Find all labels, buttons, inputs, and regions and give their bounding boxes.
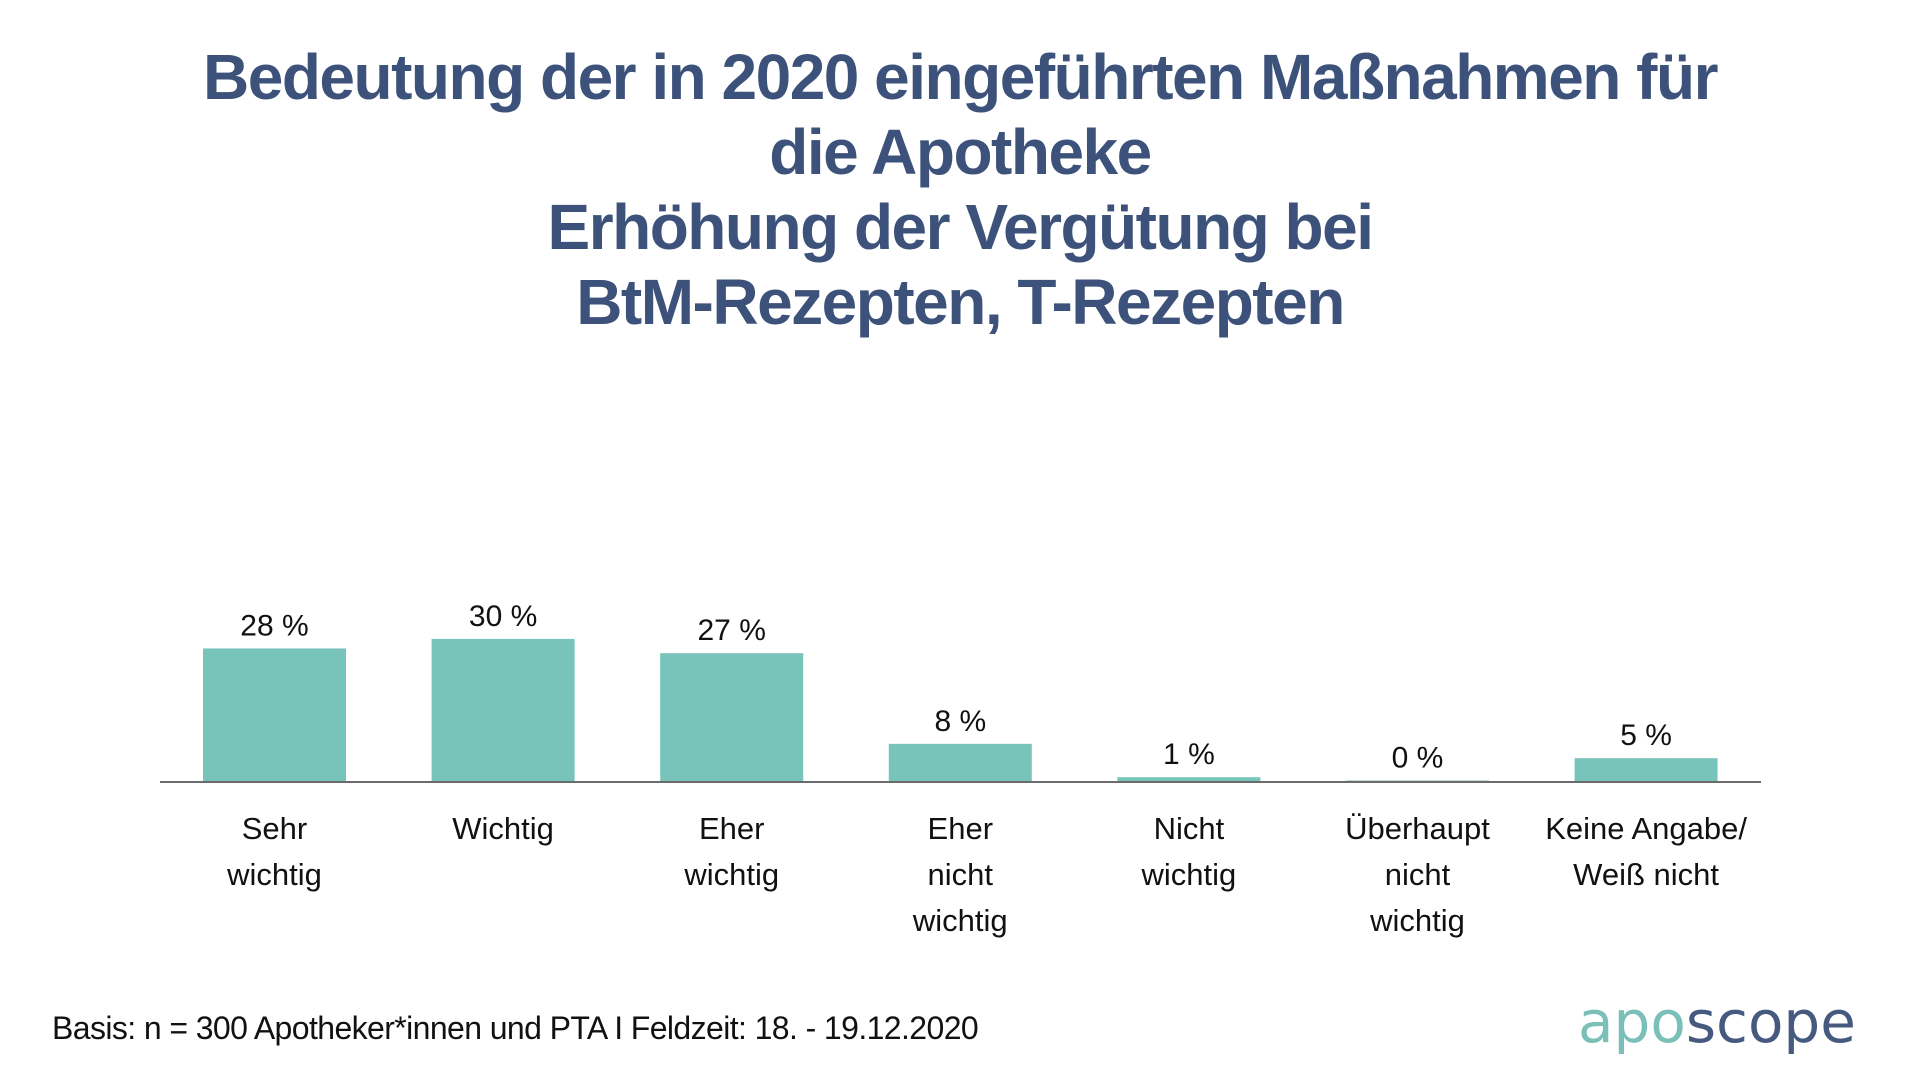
- category-label-line: Weiß nicht: [1573, 857, 1719, 892]
- bar: [1117, 777, 1261, 782]
- category-label: Eher nicht wichtig: [912, 811, 1008, 938]
- data-label: 1 %: [1163, 738, 1215, 771]
- title-line-2: die Apotheke: [769, 116, 1152, 188]
- category-label: Wichtig: [452, 811, 554, 846]
- bar: [888, 743, 1032, 782]
- category-label-line: Nicht: [1154, 811, 1225, 846]
- data-label: 27 %: [698, 614, 766, 647]
- category-label-line: Überhaupt: [1345, 811, 1490, 846]
- category-label: Keine Angabe/Weiß nicht: [1545, 811, 1747, 892]
- category-label: Sehr wichtig: [226, 811, 322, 892]
- category-label-line: nicht: [1385, 857, 1451, 892]
- category-label-line: Wichtig: [452, 811, 554, 846]
- category-label-line: Eher: [699, 811, 764, 846]
- category-label-line: wichtig: [226, 857, 322, 892]
- category-label-line: nicht: [928, 857, 994, 892]
- category-label-line: wichtig: [912, 903, 1008, 938]
- bar: [660, 653, 804, 782]
- category-label-line: wichtig: [683, 857, 779, 892]
- title-line-4: BtM-Rezepten, T-Rezepten: [576, 266, 1345, 338]
- data-label: 30 %: [469, 600, 537, 633]
- chart-title: Bedeutung der in 2020 eingeführten Maßna…: [40, 40, 1880, 340]
- data-label: 0 %: [1392, 742, 1444, 775]
- category-label-line: Sehr: [242, 811, 307, 846]
- bar-chart: 28 % Sehr wichtig 30 % Wichtig 27 % Eher wichti…: [160, 600, 1761, 938]
- category-label: Überhaupt nicht wichtig: [1345, 811, 1490, 938]
- category-label: Nicht wichtig: [1141, 811, 1237, 892]
- title-line-3: Erhöhung der Vergütung bei: [547, 191, 1375, 263]
- category-label-line: wichtig: [1141, 857, 1237, 892]
- bar: [1574, 758, 1718, 782]
- data-label: 28 %: [240, 609, 308, 642]
- data-label: 8 %: [934, 705, 986, 738]
- category-label: Eher wichtig: [683, 811, 779, 892]
- bar: [203, 648, 346, 782]
- category-label-line: Keine Angabe/: [1545, 811, 1747, 846]
- logo-part-scope: scope: [1685, 988, 1856, 1056]
- data-label: 5 %: [1620, 719, 1672, 752]
- bar: [431, 638, 575, 782]
- aposcope-logo: aposcope: [1578, 990, 1856, 1054]
- logo-part-apo: apo: [1578, 988, 1686, 1056]
- category-label-line: wichtig: [1369, 903, 1465, 938]
- title-line-1: Bedeutung der in 2020 eingeführten Maßna…: [203, 41, 1718, 113]
- footer-note: Basis: n = 300 Apotheker*innen und PTA I…: [52, 1010, 979, 1046]
- category-label-line: Eher: [928, 811, 993, 846]
